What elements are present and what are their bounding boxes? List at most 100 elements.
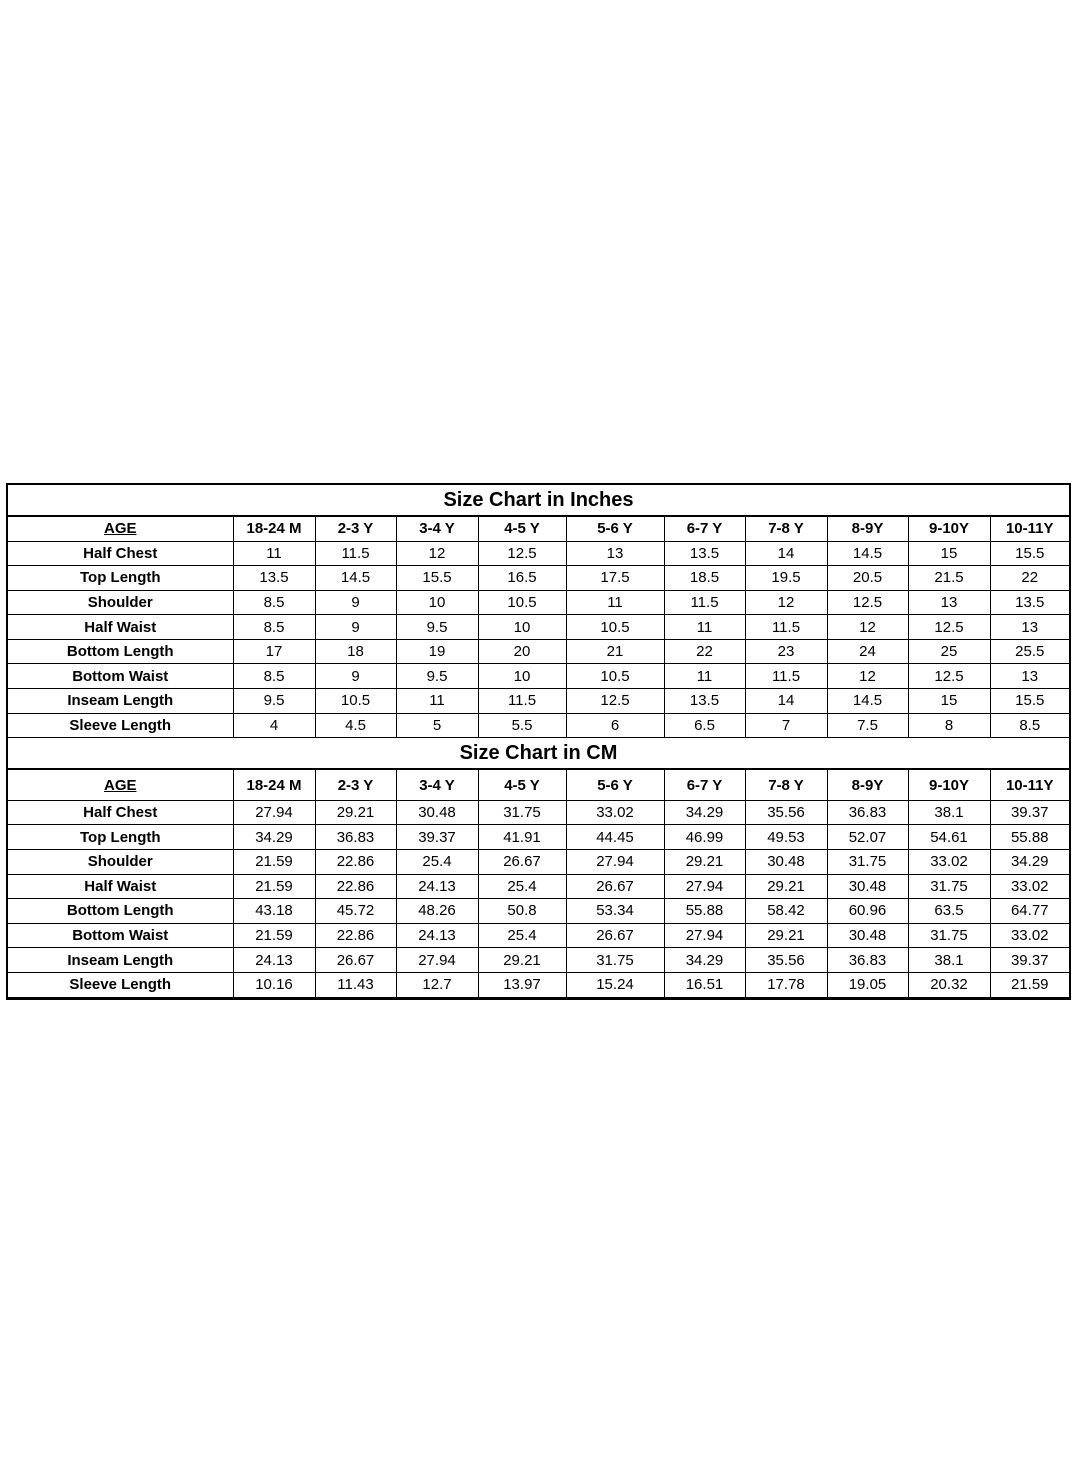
measurement-value: 52.07 [826, 824, 909, 850]
measurement-value: 21.59 [232, 922, 316, 949]
measurement-label: Inseam Length [8, 947, 234, 973]
measurement-value: 38.1 [907, 947, 991, 973]
measurement-value: 22.86 [314, 873, 397, 900]
measurement-value: 29.21 [314, 799, 397, 826]
measurement-value: 48.26 [395, 898, 479, 924]
measurement-value: 4.5 [314, 712, 397, 739]
measurement-value: 25.4 [395, 848, 479, 875]
measurement-value: 12 [826, 663, 909, 690]
measurement-value: 31.75 [907, 873, 991, 900]
measurement-value: 33.02 [989, 922, 1069, 949]
measurement-value: 29.21 [663, 848, 746, 875]
measurement-value: 64.77 [989, 898, 1069, 924]
measurement-value: 58.42 [744, 898, 828, 924]
measurement-value: 11.5 [744, 614, 828, 640]
table-row: Bottom Waist 21.59 22.86 24.13 25.4 26.67 27.9… [8, 922, 1069, 949]
size-header: 6-7 Y [663, 515, 746, 542]
measurement-value: 20 [477, 638, 567, 665]
measurement-value: 21.59 [232, 873, 316, 900]
measurement-value: 22.86 [314, 848, 397, 875]
measurement-value: 24 [826, 638, 909, 665]
measurement-value: 27.94 [663, 873, 746, 900]
size-header: 9-10Y [907, 768, 991, 801]
measurement-value: 30.48 [744, 848, 828, 875]
measurement-value: 11 [395, 688, 479, 714]
table-row: Top Length 13.5 14.5 15.5 16.5 17.5 18.5 19.5 20… [8, 565, 1069, 591]
size-header: 10-11Y [989, 768, 1069, 801]
measurement-value: 18 [314, 638, 397, 665]
measurement-value: 4 [232, 712, 316, 739]
measurement-value: 12.7 [395, 971, 479, 998]
size-header: 4-5 Y [477, 768, 567, 801]
measurement-value: 15.5 [989, 540, 1069, 567]
table-row: Inseam Length 24.13 26.67 27.94 29.21 31.75 34… [8, 947, 1069, 973]
age-header: AGE [8, 515, 234, 542]
measurement-value: 23 [744, 638, 828, 665]
measurement-value: 21.59 [232, 848, 316, 875]
measurement-value: 19 [395, 638, 479, 665]
measurement-value: 9 [314, 614, 397, 640]
size-header: 6-7 Y [663, 768, 746, 801]
measurement-value: 7.5 [826, 712, 909, 739]
table-row: Top Length 34.29 36.83 39.37 41.91 44.45 46.99… [8, 824, 1069, 850]
measurement-value: 11.5 [744, 663, 828, 690]
measurement-value: 25.4 [477, 922, 567, 949]
measurement-value: 9.5 [395, 663, 479, 690]
table-row: Half Waist 8.5 9 9.5 10 10.5 11 11.5 12 12.5 13 [8, 614, 1069, 640]
measurement-value: 31.75 [565, 947, 665, 973]
measurement-value: 27.94 [663, 922, 746, 949]
measurement-value: 33.02 [565, 799, 665, 826]
measurement-value: 8.5 [232, 614, 316, 640]
measurement-label: Inseam Length [8, 688, 234, 714]
measurement-value: 12 [826, 614, 909, 640]
measurement-label: Half Chest [8, 799, 234, 826]
measurement-value: 17 [232, 638, 316, 665]
measurement-value: 8.5 [232, 589, 316, 616]
measurement-value: 12.5 [477, 540, 567, 567]
measurement-value: 13.5 [989, 589, 1069, 616]
measurement-label: Half Waist [8, 873, 234, 900]
measurement-value: 15.5 [395, 565, 479, 591]
measurement-value: 6.5 [663, 712, 746, 739]
measurement-value: 5.5 [477, 712, 567, 739]
measurement-value: 39.37 [989, 799, 1069, 826]
measurement-value: 35.56 [744, 947, 828, 973]
size-header: 3-4 Y [395, 768, 479, 801]
measurement-value: 14.5 [314, 565, 397, 591]
measurement-value: 21 [565, 638, 665, 665]
measurement-value: 30.48 [826, 873, 909, 900]
size-header: 4-5 Y [477, 515, 567, 542]
measurement-label: Top Length [8, 565, 234, 591]
measurement-value: 27.94 [232, 799, 316, 826]
measurement-value: 55.88 [989, 824, 1069, 850]
measurement-label: Bottom Length [8, 638, 234, 665]
measurement-value: 39.37 [989, 947, 1069, 973]
measurement-value: 8.5 [232, 663, 316, 690]
size-header: 9-10Y [907, 515, 991, 542]
measurement-label: Shoulder [8, 589, 234, 616]
measurement-value: 14 [744, 688, 828, 714]
measurement-value: 26.67 [565, 873, 665, 900]
measurement-value: 63.5 [907, 898, 991, 924]
measurement-value: 11.5 [663, 589, 746, 616]
measurement-value: 13 [989, 614, 1069, 640]
measurement-value: 29.21 [744, 873, 828, 900]
measurement-value: 33.02 [989, 873, 1069, 900]
size-header: 2-3 Y [314, 768, 397, 801]
measurement-value: 12.5 [907, 614, 991, 640]
section-title: Size Chart in Inches [8, 485, 1069, 517]
size-header: 8-9Y [826, 768, 909, 801]
measurement-value: 6 [565, 712, 665, 739]
measurement-value: 34.29 [663, 947, 746, 973]
measurement-value: 20.5 [826, 565, 909, 591]
size-header: 18-24 M [232, 515, 316, 542]
section-title-row: Size Chart in Inches [8, 485, 1069, 517]
measurement-value: 16.5 [477, 565, 567, 591]
measurement-value: 27.94 [395, 947, 479, 973]
measurement-value: 10.16 [232, 971, 316, 998]
measurement-value: 11 [663, 614, 746, 640]
measurement-value: 25 [907, 638, 991, 665]
measurement-label: Sleeve Length [8, 712, 234, 739]
measurement-value: 9.5 [232, 688, 316, 714]
measurement-value: 50.8 [477, 898, 567, 924]
